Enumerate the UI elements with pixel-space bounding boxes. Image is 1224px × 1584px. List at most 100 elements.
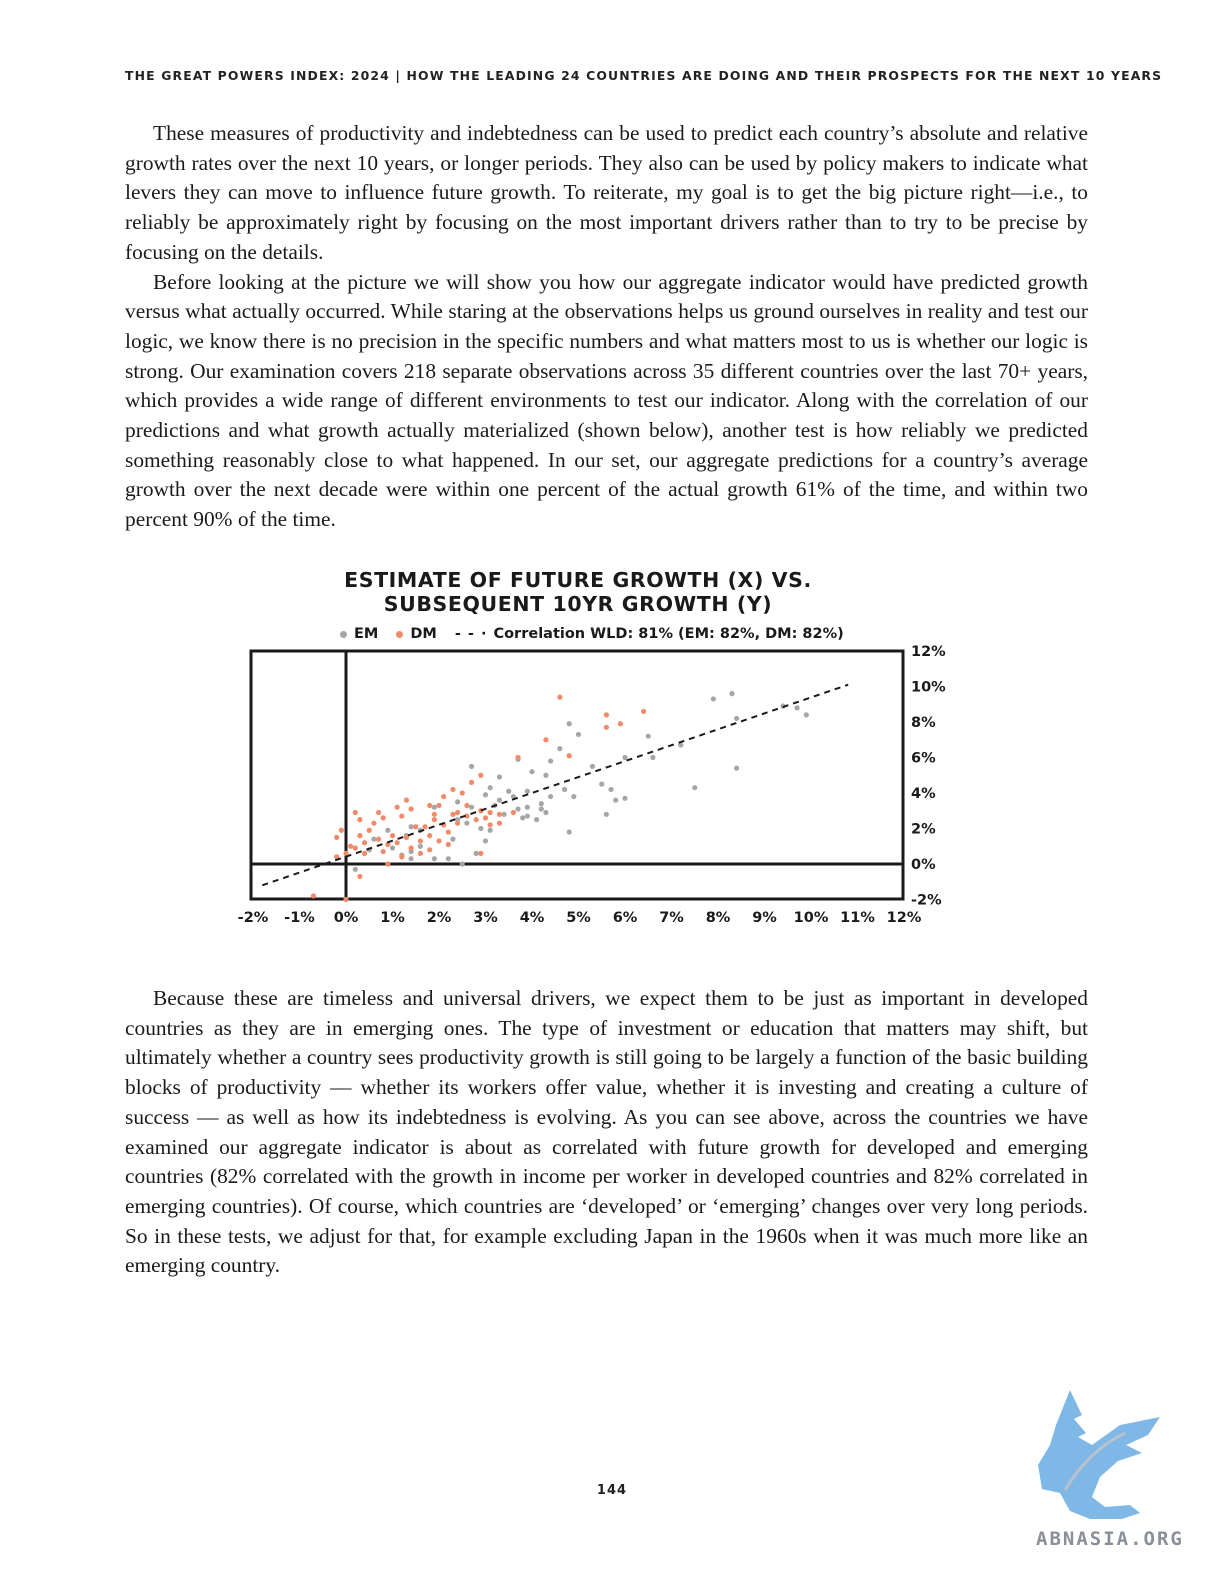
data-point-dm [362,850,368,856]
data-point-dm [348,843,354,849]
data-point-em [473,850,479,856]
chart-legend: EM DM - - · Correlation WLD: 81% (EM: 82… [340,624,862,644]
x-tick-label: -1% [284,910,315,926]
data-point-em [548,793,554,800]
data-point-em [496,797,503,803]
y-tick-label: 2% [911,822,936,838]
data-point-em [478,825,484,832]
data-point-em [538,806,544,812]
data-point-dm [445,829,451,835]
data-point-dm [515,754,521,761]
x-tick-label: 11% [840,910,875,926]
data-point-em [543,809,549,816]
data-point-em [371,836,377,842]
data-point-em [352,866,358,872]
data-point-em [506,788,512,794]
data-point-em [482,838,489,844]
y-tick-label: 6% [911,751,936,767]
data-point-dm [450,811,456,817]
data-point-em [803,712,809,718]
data-point-em [613,797,619,803]
watermark-text: ABNASIA.ORG [1036,1528,1184,1550]
data-point-em [622,795,628,801]
data-point-dm [408,845,414,851]
paragraph: Before looking at the picture we will sh… [125,269,1088,532]
x-tick-label: -2% [238,910,269,926]
data-point-dm [543,737,549,743]
data-point-em [557,746,563,752]
x-tick-label: 10% [794,910,829,926]
data-point-em [450,836,456,842]
data-point-em [566,829,572,835]
data-point-dm [417,838,423,844]
data-point-dm [417,850,423,856]
data-point-em [520,815,526,821]
data-point-dm [478,772,484,778]
data-point-dm [338,827,344,833]
x-tick-label: 8% [706,910,731,926]
data-point-em [496,774,503,780]
data-point-em [622,754,628,761]
legend-item-em: EM [340,626,378,642]
data-point-dm [375,809,382,816]
data-point-dm [380,815,386,821]
data-point-em [543,772,549,778]
data-point-dm [496,811,503,817]
data-point-em [538,801,544,807]
data-point-dm [362,840,368,846]
y-tick-label: 12% [911,644,946,660]
y-tick-label: -2% [911,893,942,909]
data-point-dm [473,817,479,823]
data-point-em [464,820,470,826]
data-point-em [710,696,716,702]
body-text-bottom: Because these are timeless and universal… [125,984,1088,1281]
data-point-dm [510,809,516,816]
data-point-dm [408,806,414,812]
data-point-dm [603,712,609,718]
x-tick-label: 7% [659,910,684,926]
x-tick-label: 0% [334,910,359,926]
x-tick-label: 6% [613,910,638,926]
data-point-dm [413,824,419,830]
scatter-chart: -2% -1% 0% 1% 2% 3% 4% 5% 6% 7% 8% 9% 10% 11% 12% 12% 10… [238,644,946,926]
legend-item-dm: DM [396,626,437,642]
data-point-em [589,763,596,769]
data-point-dm [436,838,442,844]
data-point-dm [431,817,437,823]
x-tick-label: 1% [380,910,405,926]
data-point-em [431,856,437,862]
data-point-dm [385,861,391,867]
x-tick-label: 9% [752,910,777,926]
data-point-em [524,788,530,794]
data-point-em [445,856,451,862]
data-point-em [482,792,489,798]
data-point-em [468,763,475,769]
data-point-dm [445,841,451,848]
page-number: 144 [596,1483,628,1498]
data-point-dm [431,811,437,817]
data-point-em [650,754,656,761]
data-point-dm [343,896,349,903]
data-point-em [734,765,740,771]
x-tick-label: 3% [473,910,498,926]
legend-label-correlation: Correlation WLD: 81% (EM: 82%, DM: 82%) [493,626,844,642]
data-point-dm [464,802,470,809]
data-point-dm [334,834,340,840]
data-point-dm [482,815,489,821]
legend-label-dm: DM [410,626,437,642]
data-point-em [548,758,554,764]
data-point-dm [380,848,386,855]
data-point-em [459,861,465,867]
data-point-em [501,811,507,817]
data-point-dm [357,817,363,823]
data-point-em [534,817,540,823]
data-point-em [408,856,414,862]
data-point-em [603,811,609,817]
y-tick-label: 8% [911,715,936,731]
data-point-dm [487,809,493,816]
x-tick-label: 2% [427,910,452,926]
data-point-dm [357,873,363,880]
data-point-em [487,827,493,833]
data-point-dm [366,827,372,833]
chart-title-line-1: ESTIMATE OF FUTURE GROWTH (X) VS. [344,568,812,592]
